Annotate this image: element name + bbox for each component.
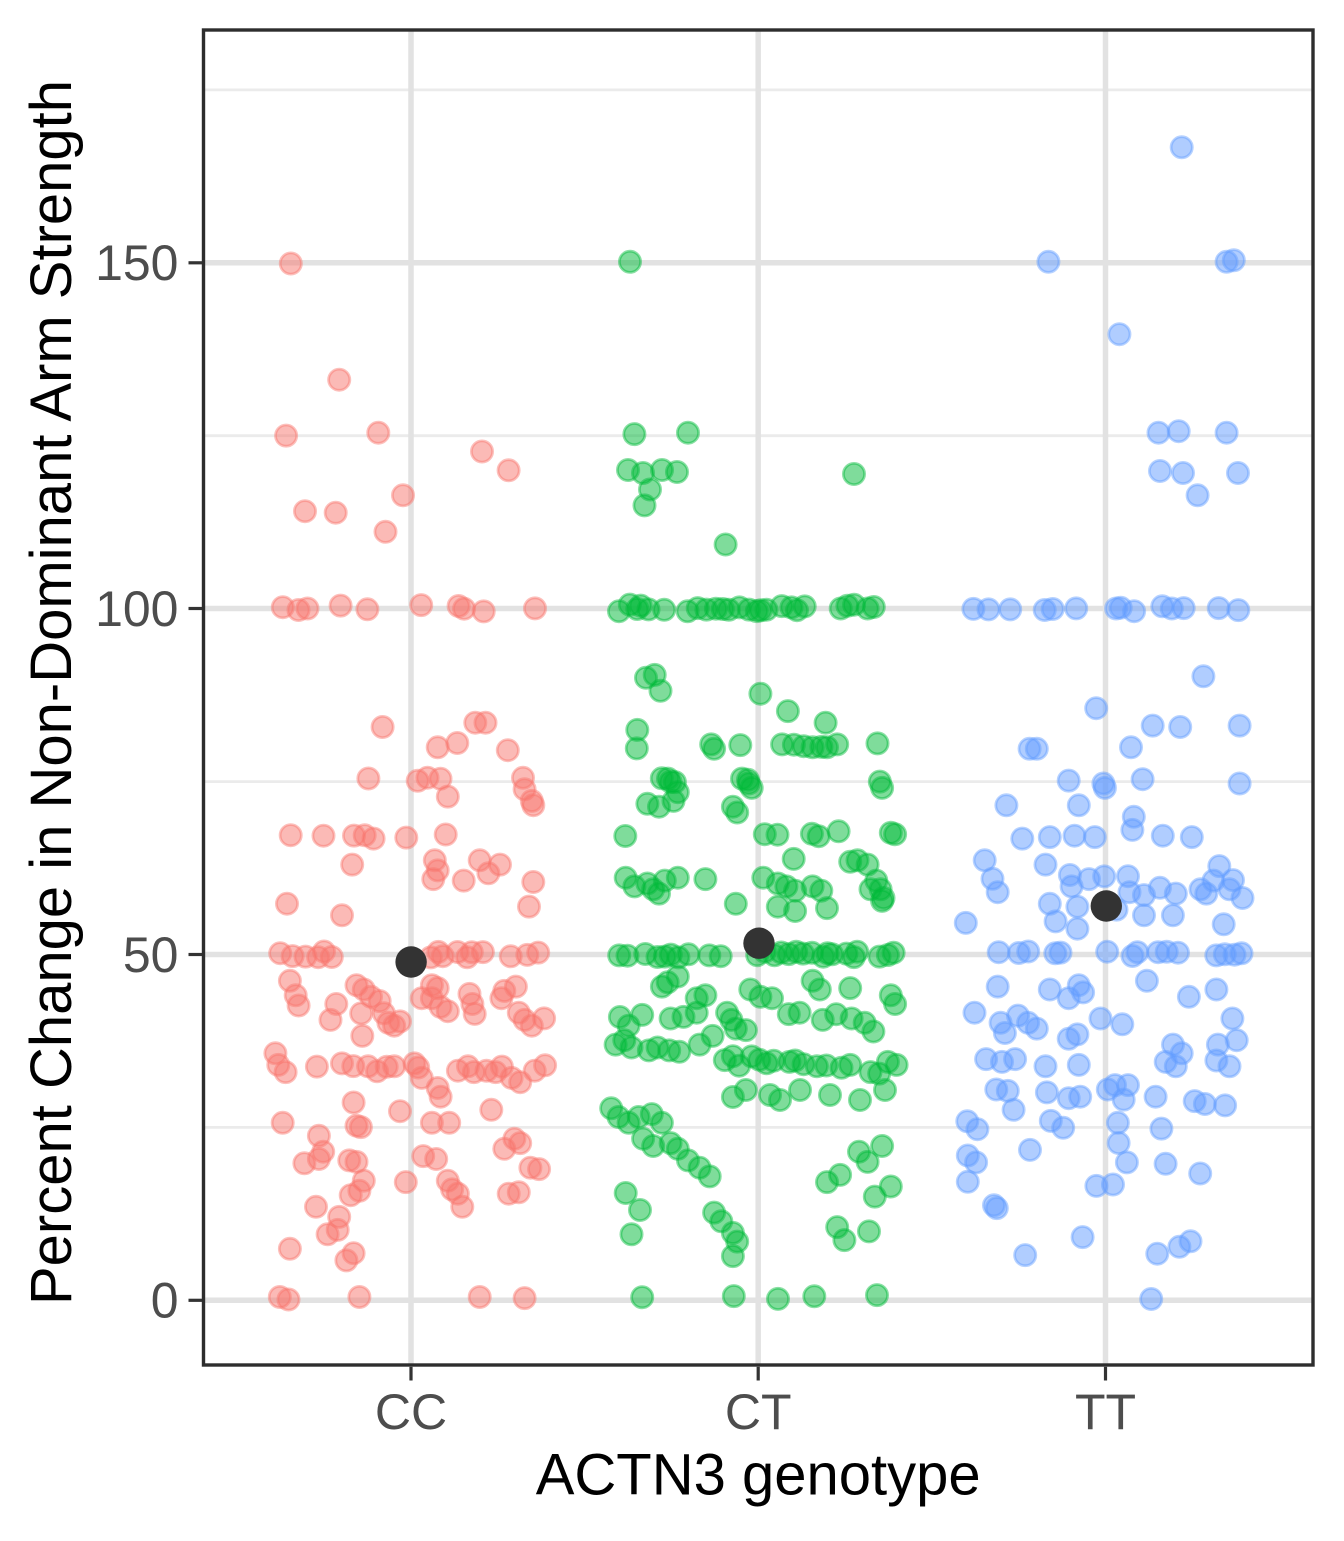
svg-text:CT: CT	[725, 1384, 792, 1440]
svg-text:50: 50	[123, 927, 179, 983]
svg-text:CC: CC	[375, 1384, 447, 1440]
svg-text:ACTN3 genotype: ACTN3 genotype	[536, 1443, 981, 1508]
svg-text:Percent Change in Non-Dominant: Percent Change in Non-Dominant Arm Stren…	[19, 80, 84, 1305]
svg-text:150: 150	[95, 235, 178, 291]
svg-text:100: 100	[95, 581, 178, 637]
svg-text:0: 0	[151, 1273, 179, 1329]
svg-text:TT: TT	[1075, 1384, 1136, 1440]
